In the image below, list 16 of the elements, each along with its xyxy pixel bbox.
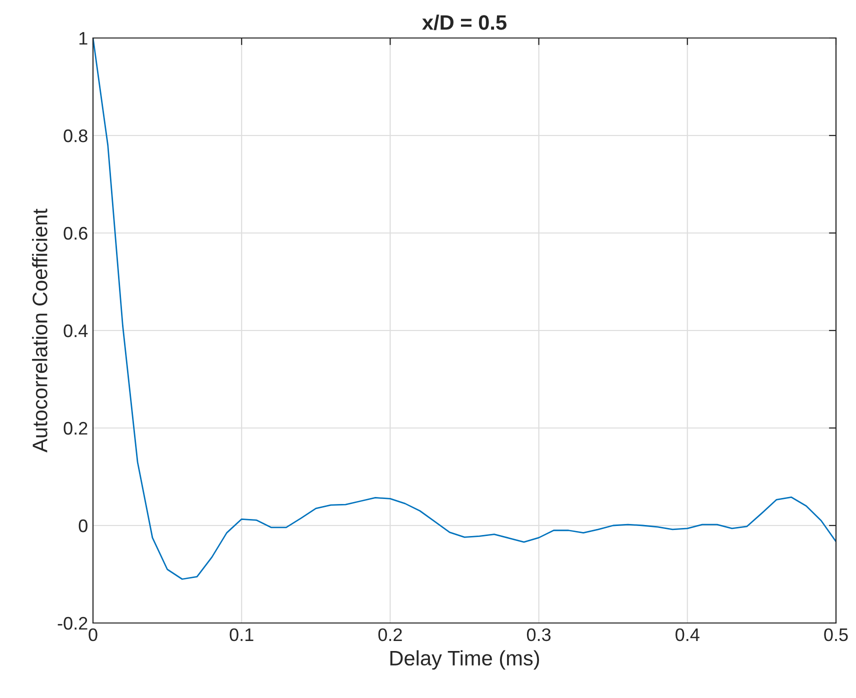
y-tick-label: 0.4	[64, 324, 88, 338]
y-tick-label: 0.2	[64, 422, 88, 435]
y-tick-label: 1	[79, 32, 88, 45]
x-tick-label: 0.5	[824, 628, 848, 642]
y-axis-title: Autocorrelation Coefficient	[32, 208, 48, 452]
x-tick-label: 0	[88, 628, 98, 642]
x-tick-label: 0.2	[378, 628, 402, 642]
x-tick-label: 0.1	[230, 628, 254, 642]
y-tick-label: 0.6	[64, 226, 88, 240]
x-tick-label: 0.3	[526, 628, 551, 642]
x-tick-label: 0.4	[676, 628, 700, 642]
x-axis-title: Delay Time (ms)	[390, 650, 540, 670]
chart-title: x/D = 0.5	[422, 14, 506, 30]
y-tick-label: 0.8	[64, 129, 88, 142]
y-tick-label: 0	[78, 519, 88, 532]
y-tick-label: -0.2	[58, 616, 88, 630]
